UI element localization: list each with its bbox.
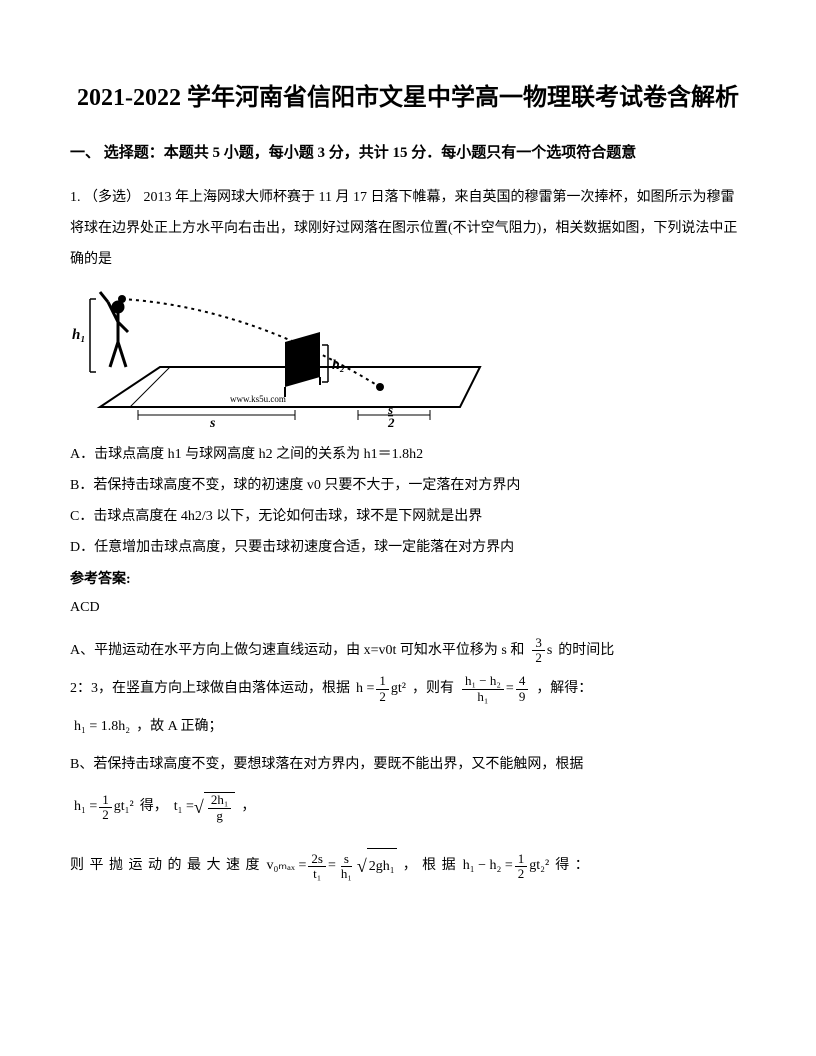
option-c: C．击球点高度在 4h2/3 以下，无论如何击球，球不是下网就是出界 — [70, 502, 746, 533]
explain-a-result: ，故 A 正确； — [136, 709, 222, 745]
physics-diagram: h₁ h₂ s s 2 www.ks5u.com — [70, 287, 490, 427]
svg-text:2: 2 — [387, 415, 395, 427]
label-h1: h₁ — [72, 327, 86, 343]
answer-label: 参考答案: — [70, 568, 746, 588]
formula-v0max: v₀ₘₐₓ = 2st₁ = sh₁ √2gh₁ — [265, 842, 399, 891]
question-text: 1. （多选） 2013 年上海网球大师杯赛于 11 月 17 日落下帷幕，来自… — [70, 183, 746, 275]
formula-ratio: h₁ − h₂h₁ = 49 — [458, 670, 532, 708]
explain-c-mid: ， 根 据 — [403, 848, 457, 884]
explain-a-post: 的时间比 — [558, 633, 614, 669]
formula-h1-eq: h₁ = 12 gt₁² — [72, 788, 136, 826]
option-b: B．若保持击球高度不变，球的初速度 v0 只要不大于，一定落在对方界内 — [70, 471, 746, 502]
option-a: A．击球点高度 h1 与球网高度 h2 之间的关系为 h1＝1.8h2 — [70, 440, 746, 471]
formula-h-eq: h = 12 gt² — [354, 670, 408, 708]
explanation: A、平抛运动在水平方向上做匀速直线运动，由 x=v0t 可知水平位移为 s 和 … — [70, 632, 746, 891]
explain-c-pre: 则 平 抛 运 动 的 最 大 速 度 — [70, 848, 261, 884]
explain-c-post: 得 ： — [555, 848, 590, 884]
label-s: s — [209, 416, 216, 427]
explain-a-pre: A、平抛运动在水平方向上做匀速直线运动，由 x=v0t 可知水平位移为 s 和 — [70, 633, 524, 669]
explain-ab-post: ，解得： — [536, 671, 592, 707]
formula-h1h2: h₁ − h₂ = 12 gt₂² — [461, 847, 552, 885]
answer-value: ACD — [70, 600, 746, 616]
watermark: www.ks5u.com — [230, 394, 286, 404]
label-h2: h₂ — [332, 358, 345, 373]
page-title: 2021-2022 学年河南省信阳市文星中学高一物理联考试卷含解析 — [70, 80, 746, 116]
explain-b-mid: 得， — [140, 789, 168, 825]
formula-frac-3-2-s: 32s — [528, 632, 554, 670]
question-number: 1. — [70, 190, 81, 205]
explain-b: B、若保持击球高度不变，要想球落在对方界内，要既不能出界，又不能触网，根据 — [70, 747, 583, 783]
question-tag: （多选） — [84, 190, 140, 205]
explain-ab-mid: ，则有 — [412, 671, 454, 707]
explain-ab-pre: 2：3，在竖直方向上球做自由落体运动，根据 — [70, 671, 350, 707]
option-d: D．任意增加击球点高度，只要击球初速度合适，球一定能落在对方界内 — [70, 533, 746, 564]
section-header: 一、 选择题：本题共 5 小题，每小题 3 分，共计 15 分．每小题只有一个选… — [70, 140, 746, 167]
explain-b-comma: ， — [241, 789, 255, 825]
formula-t1: t₁ = √2h₁g — [172, 783, 238, 832]
formula-h1-18: h₁ = 1.8h₂ — [72, 708, 132, 746]
question-stem: 2013 年上海网球大师杯赛于 11 月 17 日落下帷幕，来自英国的穆雷第一次… — [70, 190, 737, 267]
